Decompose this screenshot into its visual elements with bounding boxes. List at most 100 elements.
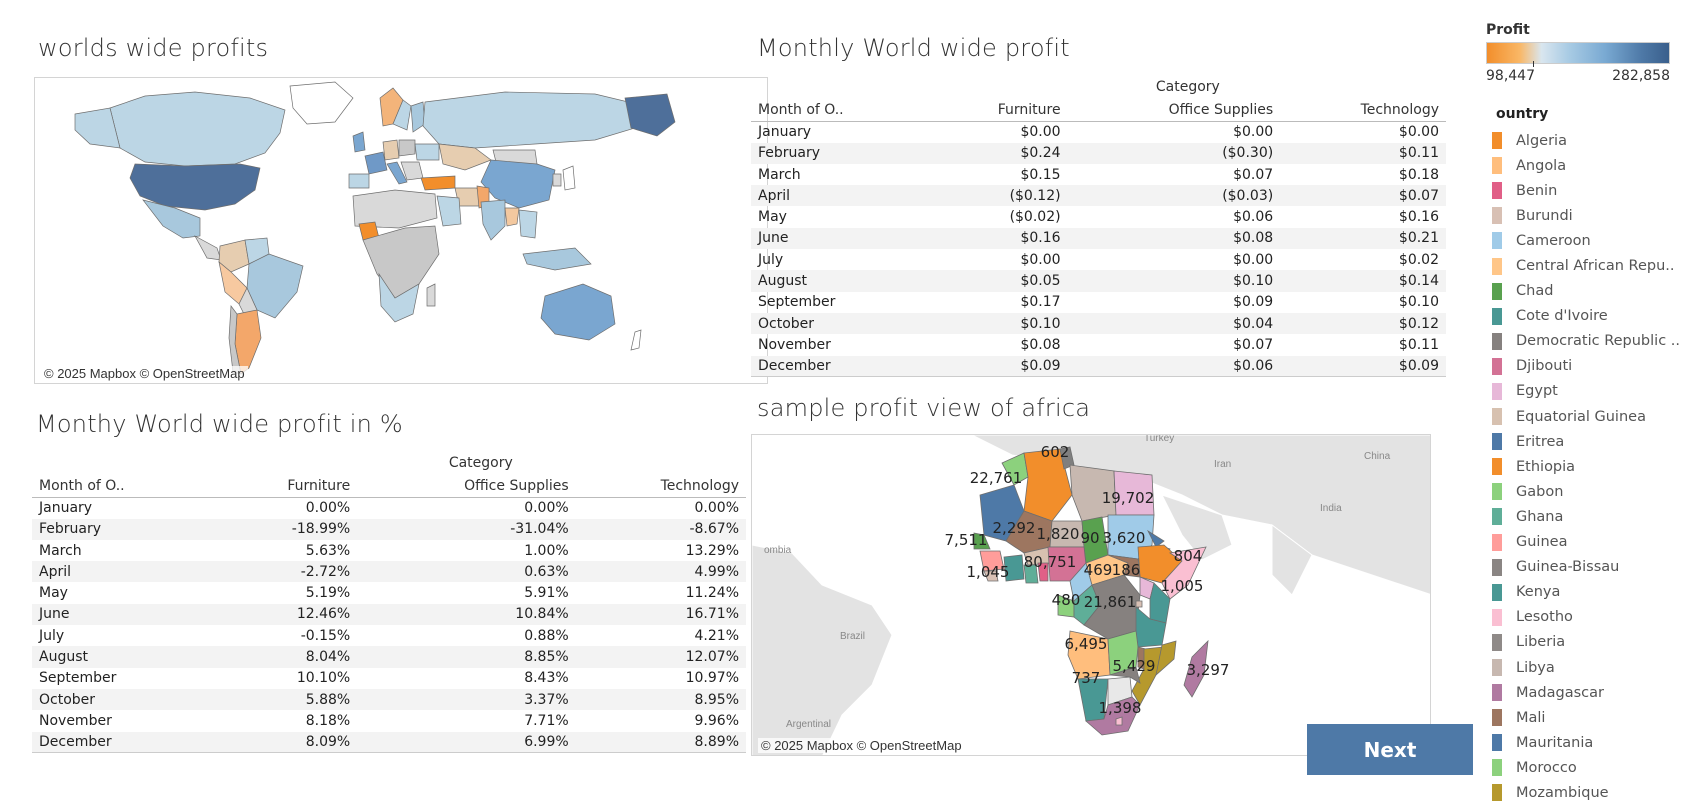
month-cell[interactable]: August bbox=[751, 270, 930, 292]
legend-item[interactable]: Mali bbox=[1492, 705, 1682, 730]
legend-item[interactable]: Guinea bbox=[1492, 530, 1682, 555]
value-cell[interactable]: $0.09 bbox=[1280, 355, 1446, 378]
value-cell[interactable]: 8.09% bbox=[215, 731, 358, 754]
month-cell[interactable]: July bbox=[758, 251, 784, 268]
value-cell[interactable]: 5.63% bbox=[305, 542, 351, 559]
column-header[interactable]: Month of O.. bbox=[751, 100, 930, 122]
legend-item[interactable]: Liberia bbox=[1492, 630, 1682, 655]
column-header[interactable]: Furniture bbox=[215, 476, 358, 498]
month-cell[interactable]: February bbox=[32, 518, 216, 540]
month-cell[interactable]: January bbox=[39, 500, 93, 517]
legend-item[interactable]: Gabon bbox=[1492, 479, 1682, 504]
value-cell[interactable]: $0.24 bbox=[929, 142, 1068, 164]
value-cell[interactable]: $0.10 bbox=[1067, 270, 1281, 292]
value-cell[interactable]: 4.99% bbox=[575, 561, 746, 583]
value-cell[interactable]: ($0.30) bbox=[1067, 142, 1281, 164]
world-map[interactable]: © 2025 Mapbox © OpenStreetMap bbox=[34, 77, 768, 384]
month-cell[interactable]: September bbox=[39, 670, 117, 687]
africa-map[interactable]: Turkey Iran China India Brazil ombia Argentina… bbox=[751, 434, 1431, 756]
column-header[interactable]: Technology bbox=[575, 476, 746, 498]
value-cell[interactable]: -31.04% bbox=[357, 518, 576, 540]
month-cell[interactable]: October bbox=[32, 688, 216, 711]
value-cell[interactable]: ($0.02) bbox=[1009, 209, 1061, 226]
value-cell[interactable]: $0.09 bbox=[1233, 294, 1274, 311]
value-cell[interactable]: $0.04 bbox=[1067, 312, 1281, 335]
value-cell[interactable]: $0.14 bbox=[1280, 270, 1446, 292]
value-cell[interactable]: 7.71% bbox=[524, 712, 569, 729]
value-cell[interactable]: 10.84% bbox=[357, 603, 576, 626]
value-cell[interactable]: $0.06 bbox=[1067, 355, 1281, 378]
month-cell[interactable]: December bbox=[32, 731, 216, 754]
value-cell[interactable]: 8.89% bbox=[575, 731, 746, 754]
value-cell[interactable]: 8.43% bbox=[524, 670, 569, 687]
column-header[interactable]: Office Supplies bbox=[1067, 100, 1281, 122]
value-cell[interactable]: 5.91% bbox=[524, 585, 569, 602]
value-cell[interactable]: 1.00% bbox=[524, 542, 569, 559]
value-cell[interactable]: 0.88% bbox=[524, 627, 569, 644]
month-cell[interactable]: April bbox=[32, 561, 216, 583]
month-cell[interactable]: February bbox=[751, 142, 930, 164]
legend-item[interactable]: Libya bbox=[1492, 655, 1682, 680]
value-cell[interactable]: $0.15 bbox=[1020, 166, 1061, 183]
month-cell[interactable]: January bbox=[758, 124, 812, 141]
month-cell[interactable]: December bbox=[751, 355, 930, 378]
legend-item[interactable]: Djibouti bbox=[1492, 354, 1682, 379]
value-cell[interactable]: 13.29% bbox=[685, 542, 739, 559]
value-cell[interactable]: 8.85% bbox=[357, 646, 576, 668]
month-cell[interactable]: May bbox=[758, 209, 787, 226]
month-cell[interactable]: September bbox=[758, 294, 836, 311]
value-cell[interactable]: $0.00 bbox=[1233, 124, 1274, 141]
month-cell[interactable]: May bbox=[39, 585, 68, 602]
value-cell[interactable]: 8.95% bbox=[575, 688, 746, 711]
value-cell[interactable]: $0.05 bbox=[929, 270, 1068, 292]
month-cell[interactable]: March bbox=[758, 166, 801, 183]
legend-item[interactable]: Mozambique bbox=[1492, 780, 1682, 805]
legend-item[interactable]: Chad bbox=[1492, 279, 1682, 304]
value-cell[interactable]: $0.07 bbox=[1280, 185, 1446, 207]
month-cell[interactable]: June bbox=[32, 603, 216, 626]
legend-item[interactable]: Morocco bbox=[1492, 755, 1682, 780]
month-cell[interactable]: July bbox=[39, 627, 65, 644]
legend-item[interactable]: Central African Repu.. bbox=[1492, 253, 1682, 278]
value-cell[interactable]: $0.07 bbox=[1233, 166, 1274, 183]
value-cell[interactable]: $0.00 bbox=[1020, 251, 1061, 268]
value-cell[interactable]: 6.99% bbox=[357, 731, 576, 754]
legend-item[interactable]: Kenya bbox=[1492, 580, 1682, 605]
value-cell[interactable]: ($0.03) bbox=[1067, 185, 1281, 207]
legend-item[interactable]: Cameroon bbox=[1492, 228, 1682, 253]
legend-item[interactable]: Mauritania bbox=[1492, 730, 1682, 755]
legend-item[interactable]: Madagascar bbox=[1492, 680, 1682, 705]
month-cell[interactable]: March bbox=[39, 542, 82, 559]
value-cell[interactable]: $0.08 bbox=[1020, 336, 1061, 353]
value-cell[interactable]: $0.00 bbox=[1233, 251, 1274, 268]
value-cell[interactable]: $0.00 bbox=[1020, 124, 1061, 141]
value-cell[interactable]: 4.21% bbox=[694, 627, 739, 644]
value-cell[interactable]: 9.96% bbox=[694, 712, 739, 729]
value-cell[interactable]: ($0.12) bbox=[929, 185, 1068, 207]
value-cell[interactable]: $0.07 bbox=[1233, 336, 1274, 353]
value-cell[interactable]: 8.18% bbox=[305, 712, 351, 729]
month-cell[interactable]: November bbox=[758, 336, 831, 353]
month-cell[interactable]: June bbox=[751, 227, 930, 250]
legend-item[interactable]: Benin bbox=[1492, 178, 1682, 203]
value-cell[interactable]: $0.21 bbox=[1280, 227, 1446, 250]
value-cell[interactable]: 0.00% bbox=[694, 500, 739, 517]
column-header[interactable]: Office Supplies bbox=[357, 476, 576, 498]
value-cell[interactable]: -8.67% bbox=[575, 518, 746, 540]
legend-item[interactable]: Burundi bbox=[1492, 203, 1682, 228]
value-cell[interactable]: $0.10 bbox=[929, 312, 1068, 335]
legend-item[interactable]: Eritrea bbox=[1492, 429, 1682, 454]
value-cell[interactable]: -18.99% bbox=[215, 518, 358, 540]
month-cell[interactable]: August bbox=[32, 646, 216, 668]
value-cell[interactable]: 10.10% bbox=[296, 670, 351, 687]
column-header[interactable]: Technology bbox=[1280, 100, 1446, 122]
value-cell[interactable]: $0.17 bbox=[1020, 294, 1061, 311]
value-cell[interactable]: 0.63% bbox=[357, 561, 576, 583]
month-cell[interactable]: November bbox=[39, 712, 112, 729]
value-cell[interactable]: $0.09 bbox=[929, 355, 1068, 378]
value-cell[interactable]: $0.00 bbox=[1398, 124, 1439, 141]
month-cell[interactable]: April bbox=[751, 185, 930, 207]
column-header[interactable]: Month of O.. bbox=[32, 476, 216, 498]
legend-item[interactable]: Democratic Republic .. bbox=[1492, 329, 1682, 354]
value-cell[interactable]: 0.00% bbox=[524, 500, 569, 517]
